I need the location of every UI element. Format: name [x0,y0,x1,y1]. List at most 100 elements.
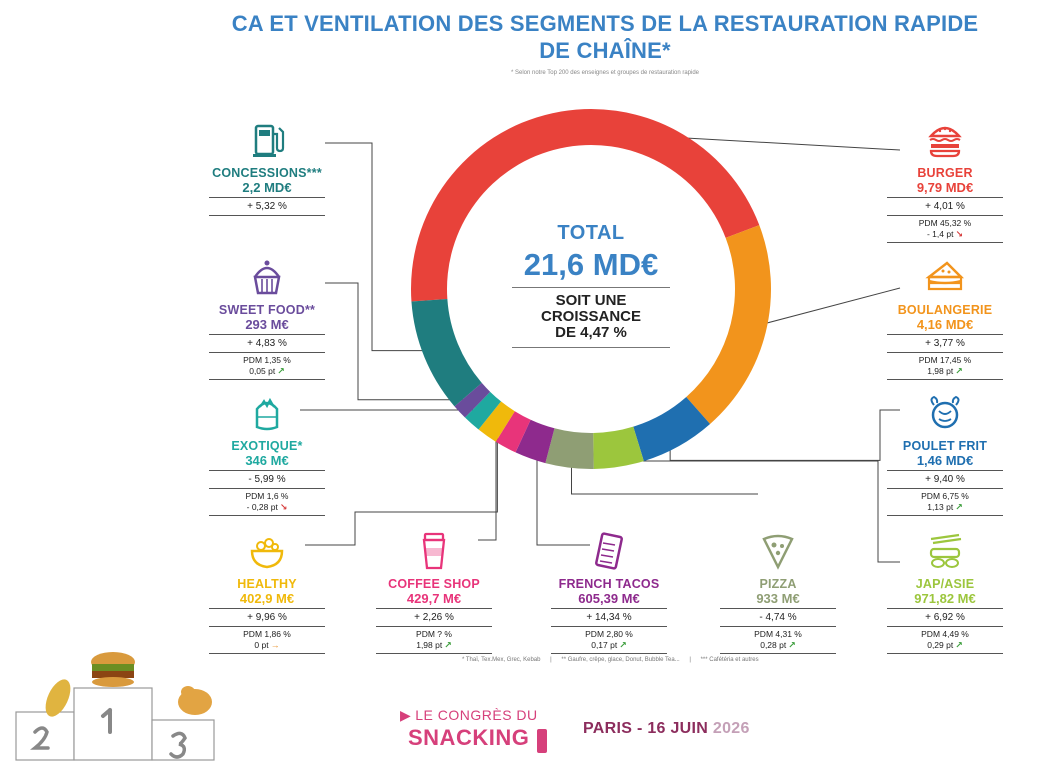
segment-divider [551,653,667,654]
segment-market-share: PDM 1,86 % [243,629,291,639]
segment-divider [551,608,667,609]
trend-up-arrow-icon: ↗ [444,640,452,650]
segment-share-change-value: 0,29 pt [927,640,954,650]
leader-line-concessions [325,142,442,352]
segment-divider [209,379,325,380]
donut-slice-sweet-food [454,382,491,418]
segment-value: 933 M€ [756,591,800,606]
segment-name: JAP/ASIE [915,577,975,591]
segment-share-change-value: 1,98 pt [416,640,443,650]
footnote-1: * Thaï, Tex.Mex, Grec, Kebab [462,657,541,663]
segment-divider [720,626,836,627]
segment-name: PIZZA [759,577,797,591]
segment-value: 2,2 MD€ [242,180,292,195]
segment-share-change: 0 pt → [209,640,325,651]
podium-illustration-icon [15,652,215,761]
segment-divider [887,515,1003,516]
segment-name: SWEET FOOD** [218,303,316,317]
donut-slice-burger [411,108,760,302]
segment-value: 1,46 MD€ [916,453,974,468]
trend-down-arrow-icon: ↘ [279,502,288,512]
donut-center: TOTAL 21,6 MD€ SOIT UNE CROISSANCE DE 4,… [498,222,684,348]
segment-share-change-value: 1,98 pt [927,366,954,376]
segment-share-change-value: 0,28 pt [760,640,787,650]
wrap-icon [255,397,279,431]
segment-divider [209,352,325,353]
trend-up-arrow-icon: ↗ [277,366,285,376]
segment-divider [209,334,325,335]
tacos-icon [595,532,623,570]
segment-name: HEALTHY [237,577,297,591]
segment-pizza: PIZZA 933 M€ - 4,74 % PDM 4,31 % 0,28 pt ↗ [720,531,836,656]
segment-market-share: PDM 45,32 % [918,218,972,228]
segment-share-change: 1,13 pt ↗ [887,502,1003,513]
segment-share-change-value: 0,05 pt [249,366,276,376]
donut-slice-french-tacos [515,419,555,464]
segment-name: FRENCH TACOS [558,577,660,591]
leader-line-tacos [536,441,590,546]
segment-value: 605,39 M€ [578,591,640,606]
segment-market-share: PDM 2,80 % [585,629,633,639]
segment-growth: + 3,77 % [925,338,965,349]
segment-growth: + 14,34 % [586,612,632,623]
segment-growth: + 4,01 % [925,201,965,212]
donut-slice-coffee-shop [495,411,531,453]
segment-divider [887,379,1003,380]
segment-share-change-value: - 1,4 pt [926,229,954,239]
segment-share-change: 1,98 pt ↗ [376,640,492,651]
segment-divider [887,197,1003,198]
segment-divider [720,608,836,609]
segment-divider [376,653,492,654]
donut-slice-concessions [411,299,482,407]
segment-growth: + 2,26 % [414,612,454,623]
leader-line-boulangerie [748,287,901,329]
segment-market-share: PDM 17,45 % [918,355,972,365]
trend-up-arrow-icon: ↗ [619,640,627,650]
logo-text-2: SNACKING [408,725,530,750]
segment-growth: + 5,32 % [247,201,287,212]
segment-share-change-value: - 0,28 pt [246,502,278,512]
coffee-cup-icon [422,532,446,570]
segment-value: 4,16 MD€ [916,317,974,332]
segment-divider [376,626,492,627]
megaphone-icon: ▶ [400,707,411,723]
center-divider-bottom [512,347,670,348]
segment-share-change-value: 0 pt [254,640,269,650]
segment-value: 293 M€ [245,317,289,332]
title-line-1: CA ET VENTILATION DES SEGMENTS DE LA RES… [231,11,979,36]
total-growth: SOIT UNE CROISSANCE DE 4,47 % [540,292,641,341]
trend-up-arrow-icon: ↗ [955,640,963,650]
segment-divider [887,352,1003,353]
burger-icon [928,126,962,158]
segment-market-share: PDM 1,6 % [245,491,289,501]
segment-divider [887,215,1003,216]
logo-text-1: LE CONGRÈS DU [415,707,538,723]
chicken-icon [930,395,960,429]
donut-slices [411,108,771,469]
cupcake-icon [253,260,281,295]
logo-line-2: SNACKING 2026 [400,725,547,753]
segment-share-change: 0,28 pt ↗ [720,640,836,651]
trend-up-arrow-icon: ↗ [788,640,796,650]
segment-poulet: POULET FRIT 1,46 MD€ + 9,40 % PDM 6,75 % 1,1… [887,393,1003,518]
salad-bowl-icon [250,538,284,569]
segment-market-share: PDM 4,49 % [921,629,969,639]
infographic-title: CA ET VENTILATION DES SEGMENTS DE LA RES… [190,10,1020,64]
segment-share-change-value: 1,13 pt [927,502,954,512]
segment-boulangerie: BOULANGERIE 4,16 MD€ + 3,77 % PDM 17,45 % 1,… [887,257,1003,382]
segment-share-change: - 1,4 pt ↘ [887,229,1003,240]
trend-up-arrow-icon: ↗ [955,366,963,376]
segment-coffee: COFFEE SHOP 429,7 M€ + 2,26 % PDM ? % 1,98 p… [376,531,492,656]
leader-line-sweet [325,282,473,401]
segment-tacos: FRENCH TACOS 605,39 M€ + 14,34 % PDM 2,80 %… [551,531,667,656]
segment-divider [887,242,1003,243]
segment-divider [887,334,1003,335]
sushi-icon [929,533,962,568]
segment-divider [887,470,1003,471]
segment-value: 402,9 M€ [239,591,295,606]
congres-logo: ▶ LE CONGRÈS DU SNACKING 2026 [400,707,547,753]
segment-divider [209,215,325,216]
total-value: 21,6 MD€ [523,247,659,282]
segment-value: 9,79 MD€ [916,180,974,195]
